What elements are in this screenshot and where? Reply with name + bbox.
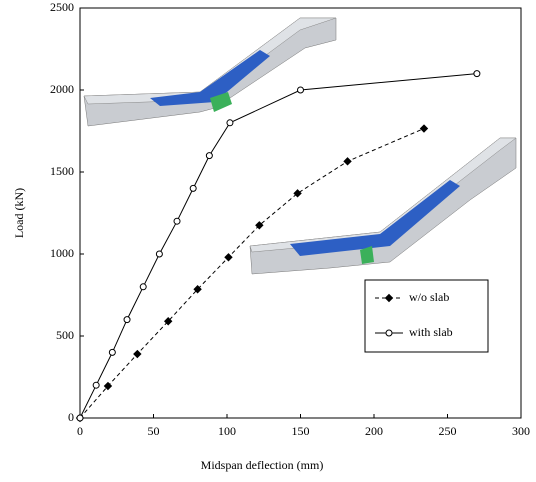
legend-label: w/o slab <box>409 290 449 304</box>
marker <box>174 218 180 224</box>
x-axis-label: Midspan deflection (mm) <box>201 458 324 472</box>
marker <box>134 351 141 358</box>
y-axis-label: Load (kN) <box>12 188 26 238</box>
marker <box>420 125 427 132</box>
plot-frame <box>80 8 521 418</box>
x-tick-label: 300 <box>512 424 530 438</box>
fe-model-without-slab <box>250 138 516 274</box>
x-tick-label: 100 <box>218 424 236 438</box>
marker <box>225 254 232 261</box>
chart: Midspan deflection (mm) Load (kN) 0 50 100… <box>0 0 536 482</box>
y-tick-label: 2000 <box>50 82 74 96</box>
x-tick-label: 50 <box>148 424 160 438</box>
marker <box>227 120 233 126</box>
legend-marker <box>386 330 392 336</box>
marker <box>140 284 146 290</box>
y-tick-label: 1000 <box>50 246 74 260</box>
y-tick-label: 0 <box>68 410 74 424</box>
x-tick-label: 150 <box>292 424 310 438</box>
marker <box>109 349 115 355</box>
marker <box>206 153 212 159</box>
x-tick-label: 250 <box>439 424 457 438</box>
fe-model-with-slab <box>84 18 336 126</box>
x-tick-label: 200 <box>365 424 383 438</box>
marker <box>77 415 83 421</box>
marker <box>190 185 196 191</box>
marker <box>474 71 480 77</box>
marker <box>298 87 304 93</box>
y-tick-label: 2500 <box>50 0 74 14</box>
marker <box>344 158 351 165</box>
x-tick-label: 0 <box>77 424 83 438</box>
legend: w/o slab with slab <box>365 280 488 352</box>
marker <box>156 251 162 257</box>
legend-label: with slab <box>409 325 453 339</box>
y-tick-label: 500 <box>56 328 74 342</box>
marker <box>124 317 130 323</box>
marker <box>93 382 99 388</box>
y-tick-label: 1500 <box>50 164 74 178</box>
